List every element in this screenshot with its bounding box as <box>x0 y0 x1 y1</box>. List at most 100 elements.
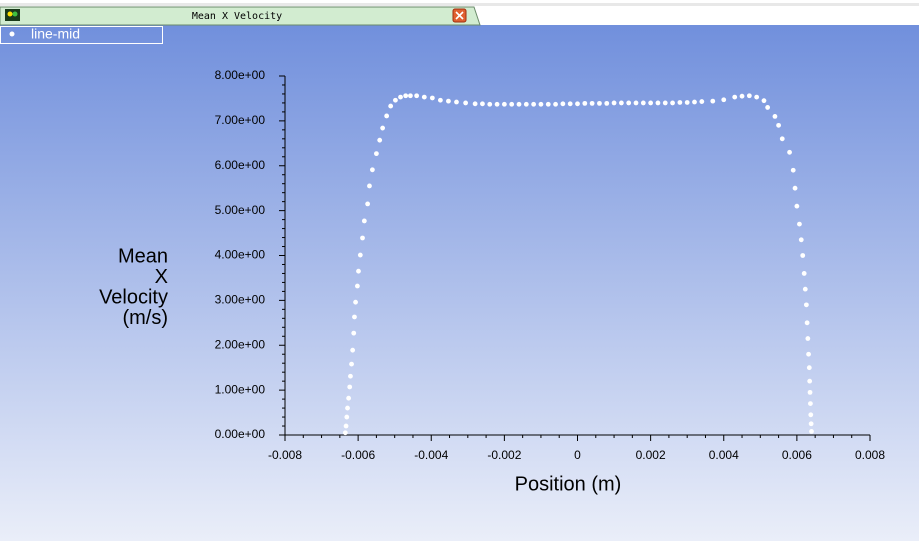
y-tick-label: 5.00e+00 <box>215 203 266 217</box>
data-point <box>384 113 390 119</box>
data-point <box>732 94 738 100</box>
data-point <box>626 100 632 106</box>
data-point <box>776 122 781 128</box>
tab-icon-dot <box>12 11 18 17</box>
data-point <box>802 286 808 292</box>
data-point <box>501 101 507 107</box>
data-point <box>480 101 485 107</box>
x-axis-label: Position (m) <box>515 473 622 495</box>
data-point <box>803 302 809 308</box>
data-point <box>746 93 752 99</box>
data-point <box>348 373 353 379</box>
data-point <box>356 268 361 274</box>
data-point <box>437 97 443 103</box>
y-tick-label: 8.00e+00 <box>215 68 266 82</box>
data-point <box>403 93 409 99</box>
data-point <box>346 395 352 401</box>
data-point <box>633 100 639 106</box>
data-point <box>648 100 654 106</box>
data-point <box>806 351 811 357</box>
legend-marker <box>9 31 15 37</box>
data-point <box>807 378 813 384</box>
data-point <box>357 252 363 258</box>
data-point <box>553 101 558 107</box>
data-point <box>531 101 537 107</box>
close-icon <box>455 11 464 20</box>
data-point <box>343 423 349 429</box>
data-point <box>349 361 354 367</box>
data-point <box>797 221 802 227</box>
data-point <box>487 101 493 107</box>
data-point <box>398 94 403 100</box>
data-point <box>662 100 668 106</box>
data-point <box>684 100 690 105</box>
data-point <box>350 347 356 353</box>
data-point <box>342 430 348 436</box>
data-point <box>808 401 813 406</box>
tab-close[interactable] <box>452 8 467 23</box>
data-point <box>367 183 372 189</box>
data-point <box>523 101 529 107</box>
data-point <box>560 101 566 107</box>
data-point <box>677 100 683 105</box>
x-tick-label: -0.004 <box>414 448 448 462</box>
y-axis-label: Mean <box>118 245 168 267</box>
data-point <box>369 167 375 173</box>
x-tick-label: -0.008 <box>268 448 302 462</box>
data-point <box>801 271 807 276</box>
data-point <box>429 95 435 101</box>
y-tick-label: 6.00e+00 <box>215 158 266 172</box>
data-point <box>670 100 675 106</box>
data-point <box>509 101 515 107</box>
data-point <box>809 429 814 434</box>
data-point <box>806 365 812 371</box>
data-point <box>699 99 705 104</box>
tab-title: Mean X Velocity <box>192 11 282 22</box>
data-point <box>761 98 767 104</box>
data-point <box>808 421 814 427</box>
data-point <box>360 235 365 241</box>
data-point <box>640 100 646 106</box>
data-point <box>393 97 398 103</box>
x-tick-label: 0.004 <box>709 448 739 462</box>
data-point <box>374 151 379 157</box>
tab-icon-dot <box>7 11 13 17</box>
tab[interactable] <box>0 6 481 26</box>
y-axis-label: X <box>155 266 168 288</box>
data-point <box>794 203 800 209</box>
data-point <box>352 314 357 320</box>
x-tick-label: 0.008 <box>855 448 885 462</box>
data-point <box>344 414 350 420</box>
data-point <box>347 384 353 390</box>
data-point <box>414 93 420 99</box>
y-tick-label: 3.00e+00 <box>215 293 266 307</box>
data-point <box>692 99 697 105</box>
data-point <box>388 103 394 109</box>
tab-icon <box>5 9 20 21</box>
data-point <box>472 101 478 107</box>
data-point <box>421 94 427 100</box>
data-point <box>808 412 814 418</box>
x-tick-label: 0 <box>574 448 581 462</box>
y-tick-label: 4.00e+00 <box>215 248 266 262</box>
data-point <box>582 100 588 106</box>
data-point <box>772 113 778 119</box>
y-tick-label: 7.00e+00 <box>215 113 266 127</box>
data-point <box>345 405 350 411</box>
data-point <box>494 101 500 107</box>
tab-bar-strip <box>0 3 919 6</box>
data-point <box>604 100 610 106</box>
data-point <box>807 389 813 395</box>
y-axis-label: Velocity <box>99 286 168 308</box>
data-point <box>804 320 810 326</box>
data-point <box>655 100 661 106</box>
data-point <box>353 299 358 305</box>
data-point <box>567 101 573 107</box>
data-point <box>408 93 413 99</box>
data-point <box>351 330 357 336</box>
legend-box <box>0 26 163 44</box>
y-tick-label: 0.00e+00 <box>215 427 266 441</box>
data-point <box>380 125 386 131</box>
data-point <box>805 336 811 341</box>
